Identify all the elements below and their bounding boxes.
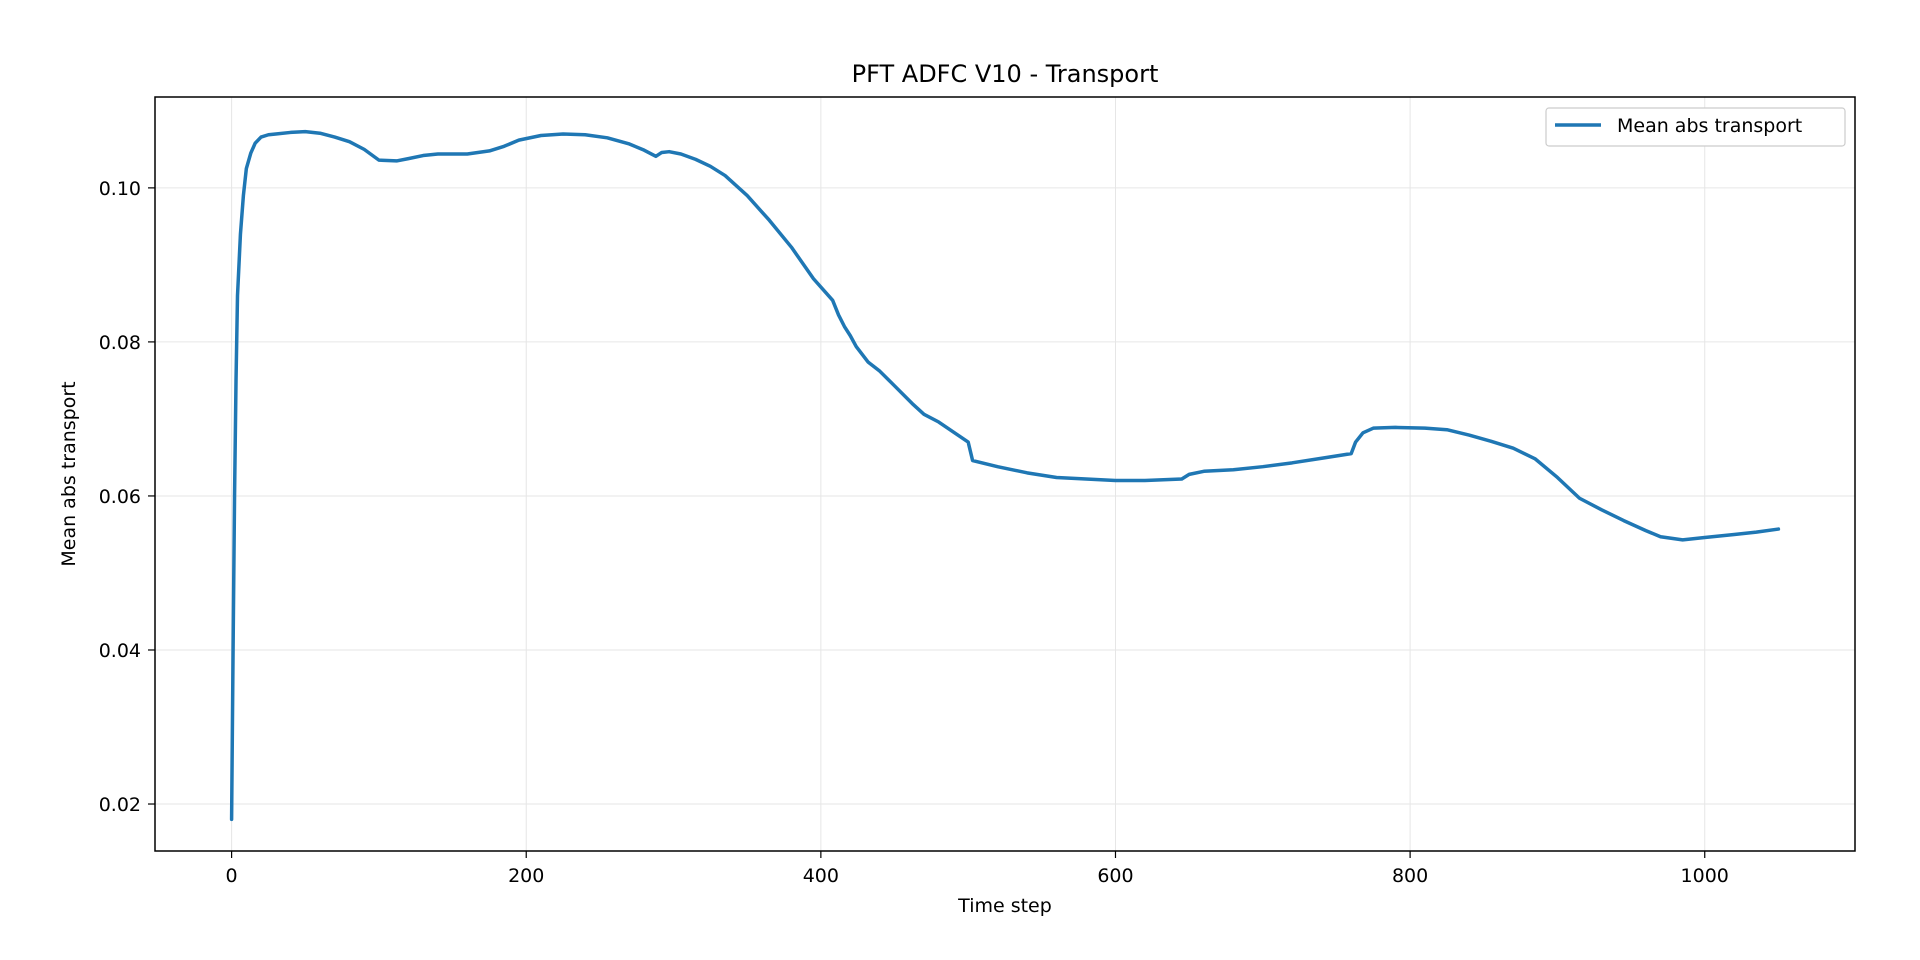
y-tick-label: 0.08 [99,332,141,354]
x-tick-label: 200 [508,865,544,887]
series-layer [229,129,1781,822]
x-tick-label: 400 [803,865,839,887]
ticks: 0 200 400 600 800 1000 0.02 0.04 0.06 0.08 0.10 [99,178,1729,887]
grid [155,97,1855,851]
y-tick-label: 0.04 [99,640,141,662]
x-tick-label: 0 [226,865,238,887]
y-tick-label: 0.02 [99,794,141,816]
x-tick-label: 1000 [1681,865,1729,887]
x-tick-label: 600 [1097,865,1133,887]
legend-box [1545,107,1846,147]
series-line [229,129,1781,822]
x-tick-label: 800 [1392,865,1428,887]
y-tick-label: 0.10 [99,178,141,200]
legend: Mean abs transport [1545,107,1846,147]
chart-title: PFT ADFC V10 - Transport [852,60,1159,88]
plot-frame [154,96,1856,852]
legend-label: Mean abs transport [1617,115,1802,137]
y-axis-label: Mean abs transport [58,381,80,566]
x-axis-label: Time step [957,895,1052,917]
y-tick-label: 0.06 [99,486,141,508]
